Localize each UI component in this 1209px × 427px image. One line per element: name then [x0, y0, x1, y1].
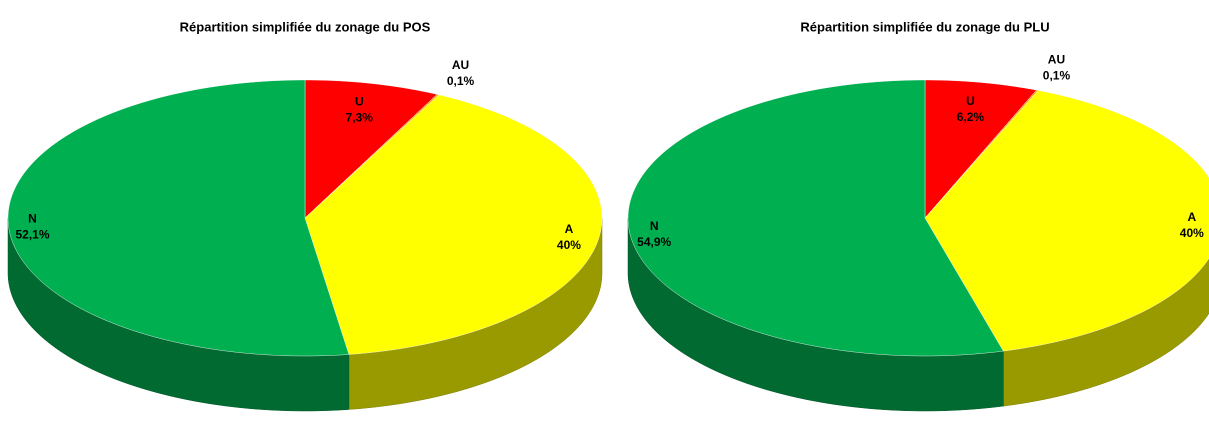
slice-label: U: [355, 95, 364, 109]
chart-title: Répartition simplifiée du zonage du POS: [180, 19, 431, 34]
pie-slice: [924, 79, 1037, 219]
slice-value-label: 40%: [557, 238, 581, 252]
slice-value-label: 0,1%: [1043, 69, 1071, 83]
pie-slice: [304, 79, 438, 219]
slice-value-label: 0,1%: [447, 74, 475, 88]
slice-label: A: [565, 222, 574, 236]
chart-title: Répartition simplifiée du zonage du PLU: [800, 19, 1049, 34]
slice-label: AU: [1048, 53, 1065, 67]
slice-label: AU: [452, 58, 469, 72]
slice-value-label: 54,9%: [637, 235, 671, 249]
slice-label: N: [650, 219, 659, 233]
slice-label: N: [28, 212, 37, 226]
slice-value-label: 40%: [1180, 226, 1204, 240]
slice-value-label: 7,3%: [346, 111, 374, 125]
slice-value-label: 52,1%: [15, 228, 49, 242]
pie-slice: [924, 90, 1209, 352]
pie-slice: [304, 94, 603, 355]
slice-label: A: [1187, 210, 1196, 224]
pie-slice: [7, 79, 350, 357]
slice-value-label: 6,2%: [957, 110, 985, 124]
slice-label: U: [966, 94, 975, 108]
pie: [7, 79, 603, 412]
pie-slice: [627, 79, 1004, 357]
pie: [627, 79, 1209, 412]
